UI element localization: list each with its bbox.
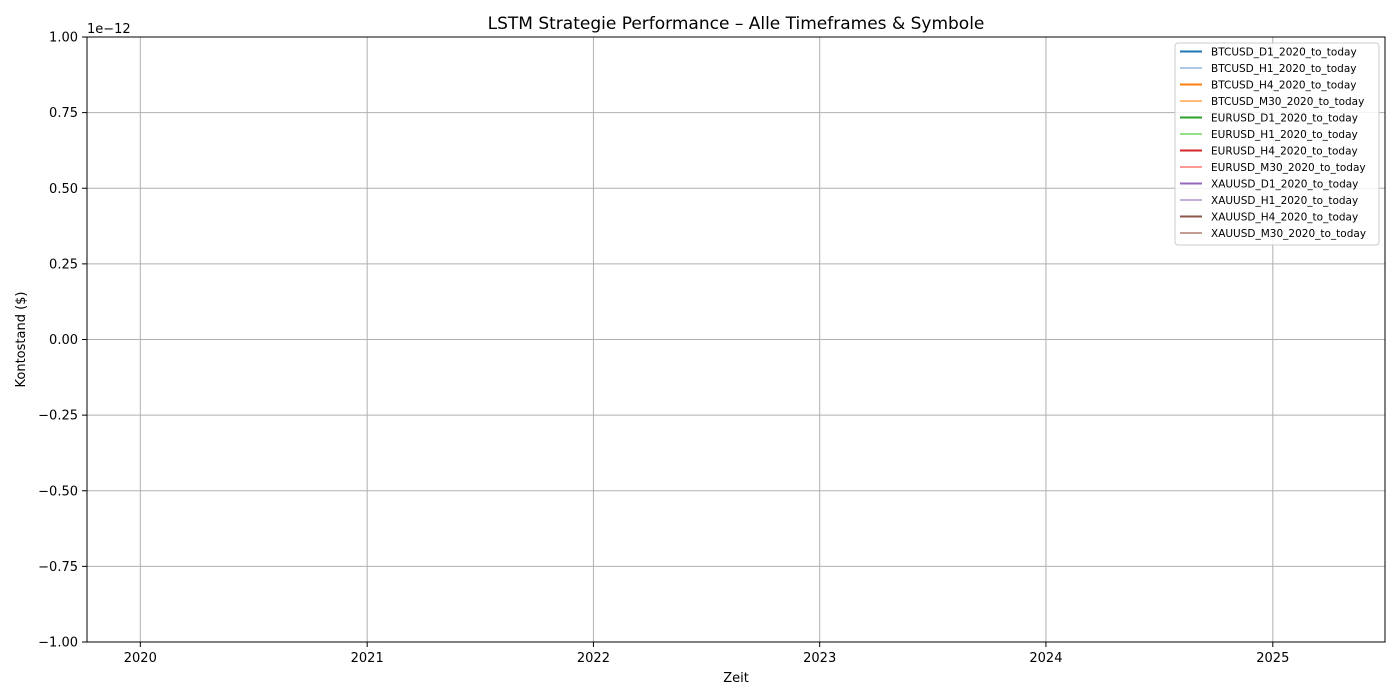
- y-tick-label: 0.50: [49, 182, 78, 197]
- legend-label: XAUUSD_M30_2020_to_today: [1211, 228, 1366, 240]
- legend-label: BTCUSD_D1_2020_to_today: [1211, 46, 1357, 58]
- legend-label: XAUUSD_H4_2020_to_today: [1211, 211, 1358, 223]
- y-tick-label: 0.75: [49, 106, 78, 121]
- x-tick-label: 2021: [351, 651, 384, 666]
- x-tick-label: 2025: [1256, 651, 1289, 666]
- x-tick-label: 2024: [1029, 651, 1062, 666]
- y-tick-label: −0.50: [38, 484, 78, 499]
- x-tick-label: 2020: [124, 651, 157, 666]
- legend-frame: [1174, 42, 1380, 246]
- y-tick-label: 0.00: [49, 333, 78, 348]
- y-tick-label: −0.25: [38, 409, 78, 424]
- legend: BTCUSD_D1_2020_to_today BTCUSD_H1_2020_to…: [1174, 42, 1380, 246]
- y-tick-label: −0.75: [38, 560, 78, 575]
- legend-label: EURUSD_H1_2020_to_today: [1211, 129, 1358, 141]
- x-tick-label: 2022: [577, 651, 610, 666]
- x-axis-ticks: 2020 2021 2022 2023 2024 2025: [124, 642, 1289, 666]
- chart-title: LSTM Strategie Performance – Alle Timefr…: [488, 14, 985, 34]
- legend-label: BTCUSD_H1_2020_to_today: [1211, 63, 1356, 75]
- y-axis-ticks: 1.00 0.75 0.50 0.25 0.00 −0.25 −0.50 −0.75 −1.00: [38, 31, 87, 651]
- y-tick-label: 1.00: [49, 31, 78, 46]
- legend-label: BTCUSD_M30_2020_to_today: [1211, 96, 1364, 108]
- y-tick-label: 0.25: [49, 257, 78, 272]
- legend-label: EURUSD_M30_2020_to_today: [1211, 162, 1366, 174]
- x-tick-label: 2023: [803, 651, 836, 666]
- y-axis-offset-text: 1e−12: [87, 22, 131, 37]
- legend-label: BTCUSD_H4_2020_to_today: [1211, 79, 1356, 91]
- legend-label: EURUSD_H4_2020_to_today: [1211, 145, 1358, 157]
- legend-label: XAUUSD_D1_2020_to_today: [1211, 178, 1358, 190]
- y-tick-label: −1.00: [38, 636, 78, 651]
- y-axis-title: Kontostand ($): [14, 292, 29, 388]
- x-axis-title: Zeit: [723, 671, 749, 686]
- legend-label: EURUSD_D1_2020_to_today: [1211, 112, 1358, 124]
- legend-label: XAUUSD_H1_2020_to_today: [1211, 195, 1358, 207]
